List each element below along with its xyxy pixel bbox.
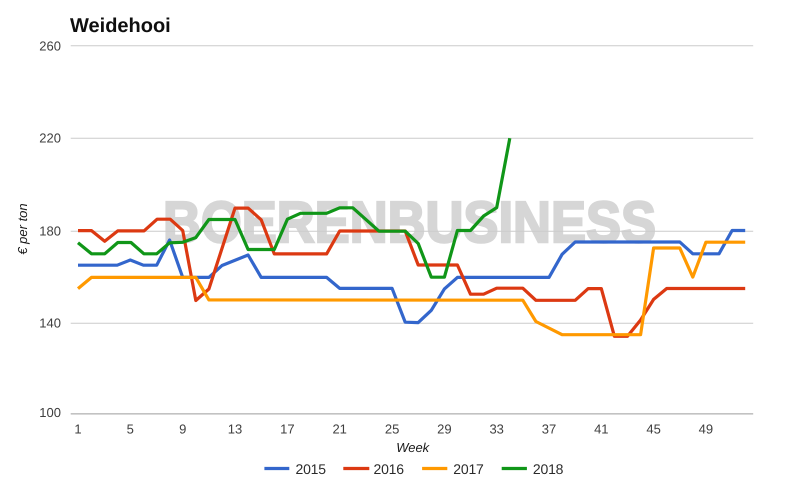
svg-text:260: 260	[39, 39, 61, 54]
svg-text:21: 21	[332, 422, 346, 437]
svg-text:9: 9	[179, 422, 186, 437]
svg-text:Weidehooi: Weidehooi	[70, 15, 171, 37]
svg-text:45: 45	[646, 422, 660, 437]
svg-text:€ per ton: € per ton	[15, 203, 30, 254]
svg-text:1: 1	[74, 422, 81, 437]
svg-text:2016: 2016	[374, 461, 405, 477]
svg-text:2018: 2018	[533, 461, 564, 477]
svg-text:180: 180	[39, 224, 61, 239]
svg-text:25: 25	[385, 422, 399, 437]
svg-text:Week: Week	[396, 440, 430, 455]
svg-text:33: 33	[489, 422, 503, 437]
svg-text:49: 49	[699, 422, 713, 437]
svg-text:220: 220	[39, 131, 61, 146]
svg-text:17: 17	[280, 422, 294, 437]
svg-text:29: 29	[437, 422, 451, 437]
svg-text:41: 41	[594, 422, 608, 437]
svg-text:140: 140	[39, 316, 61, 331]
svg-text:5: 5	[127, 422, 134, 437]
svg-text:13: 13	[228, 422, 242, 437]
svg-text:100: 100	[39, 405, 61, 420]
svg-text:2017: 2017	[453, 461, 484, 477]
svg-text:2015: 2015	[296, 461, 327, 477]
svg-text:37: 37	[542, 422, 556, 437]
